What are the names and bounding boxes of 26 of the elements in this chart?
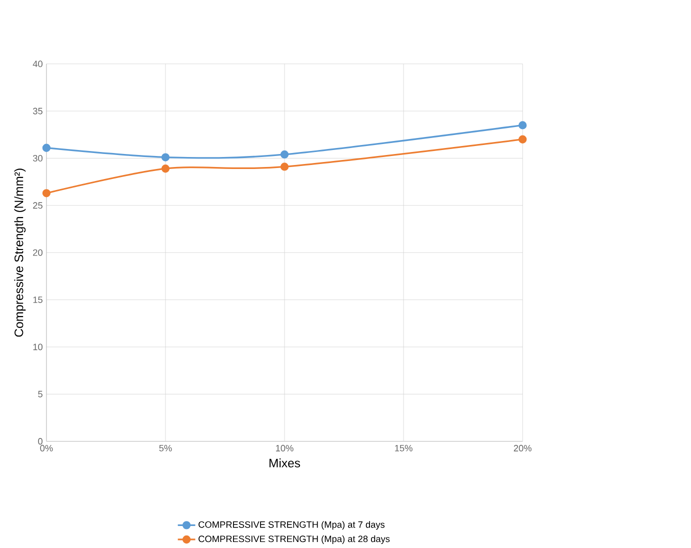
x-tick-label: 5% [159,445,172,452]
y-tick-label: 0 [38,438,42,445]
y-tick-label: 10 [33,344,42,350]
y-tick-label: 35 [32,108,42,114]
point [518,135,527,144]
x-tick-label: 15% [395,445,412,452]
legend-label: COMPRESSIVE STRENGTH (Mpa) at 7 days [198,521,385,530]
y-tick-label: 40 [32,60,42,68]
point [518,121,527,130]
point [280,150,289,159]
y-axis-title: Compressive Strength (N/mm²) [14,168,26,337]
x-tick-label: 10% [276,445,294,452]
y-tick-label: 5 [38,391,42,398]
point [161,153,170,162]
point [42,144,51,152]
x-axis-title: Mixes [270,458,300,468]
point [42,189,51,198]
point [280,162,289,171]
x-tick-label: 0% [40,445,53,452]
y-tick-label: 25 [33,202,42,209]
y-tick-label: 30 [32,155,42,162]
point [161,164,170,173]
x-tick-label: 20% [514,445,532,452]
legend-label: COMPRESSIVE STRENGTH (Mpa) at 28 days [198,536,390,544]
y-tick-label: 15 [33,296,42,304]
y-tick-label: 20 [33,250,42,256]
